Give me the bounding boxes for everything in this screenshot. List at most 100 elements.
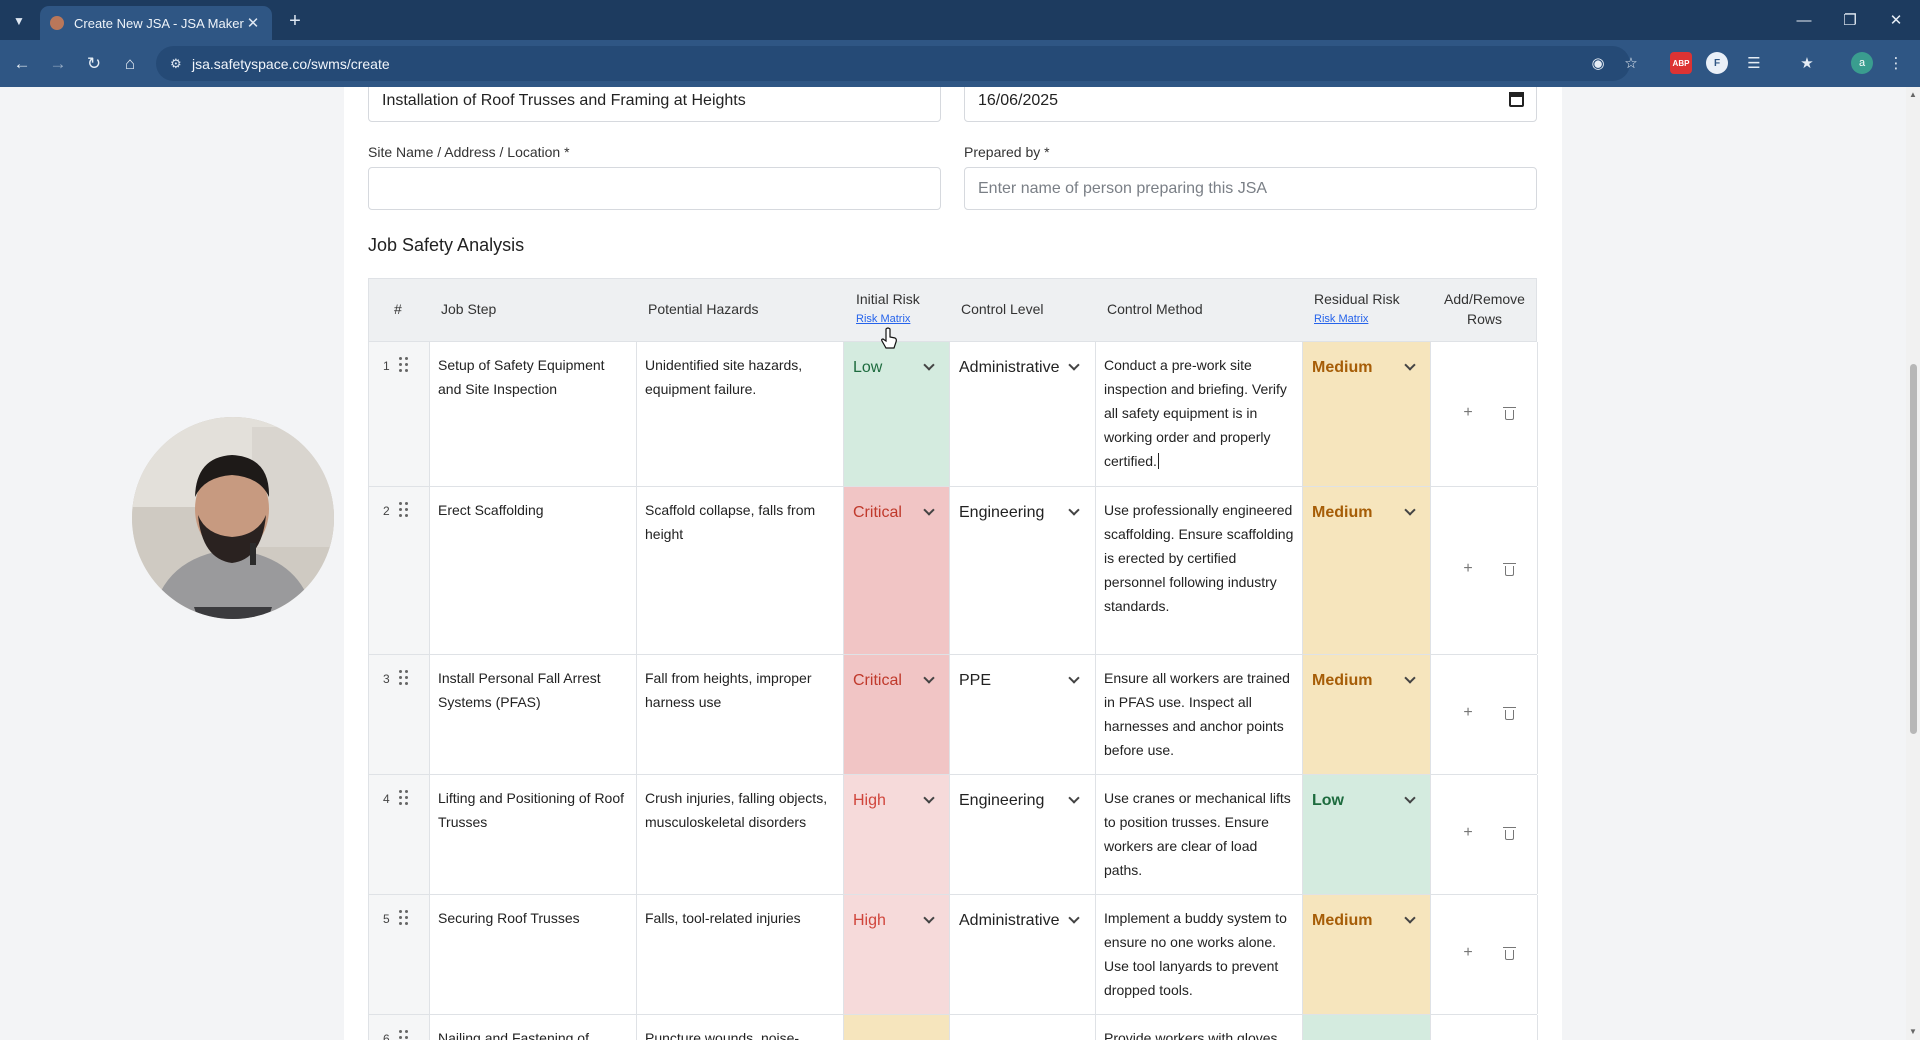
hazards-text: Crush injuries, falling objects, musculo…: [645, 790, 828, 830]
job-title-input[interactable]: Installation of Roof Trusses and Framing…: [368, 87, 941, 122]
site-info-icon[interactable]: ⚙: [170, 55, 182, 71]
job-step-cell[interactable]: Setup of Safety Equipment and Site Inspe…: [430, 342, 637, 486]
bookmarks-star-icon[interactable]: ★: [1800, 55, 1814, 72]
residual-risk-select[interactable]: [1303, 1015, 1431, 1040]
control-method-text: Use cranes or mechanical lifts to positi…: [1104, 790, 1291, 878]
drag-handle-icon[interactable]: [399, 790, 411, 806]
delete-row-trash-icon[interactable]: [1497, 821, 1521, 845]
adblock-extension-icon[interactable]: ABP: [1670, 52, 1692, 74]
table-row: 5 Securing Roof Trusses Falls, tool-rela…: [368, 895, 1538, 1015]
control-method-cell[interactable]: Conduct a pre-work site inspection and b…: [1096, 342, 1303, 486]
hazards-cell[interactable]: Puncture wounds, noise-: [637, 1015, 844, 1040]
new-tab-plus-icon[interactable]: +: [289, 9, 301, 32]
control-level-value: PPE: [959, 672, 992, 689]
initial-risk-select[interactable]: High: [844, 895, 950, 1014]
tab-search-chevron-icon[interactable]: ▼: [13, 14, 25, 28]
add-row-plus-icon[interactable]: +: [1463, 704, 1473, 721]
restore-icon[interactable]: ❐: [1843, 12, 1857, 29]
chevron-down-icon: [923, 672, 935, 684]
control-method-cell[interactable]: Implement a buddy system to ensure no on…: [1096, 895, 1303, 1014]
reload-icon[interactable]: ↻: [86, 54, 102, 73]
add-row-plus-icon[interactable]: +: [1463, 404, 1473, 421]
row-actions-cell: +: [1431, 895, 1538, 1014]
control-method-text: Ensure all workers are trained in PFAS u…: [1104, 670, 1290, 758]
address-bar[interactable]: ⚙ jsa.safetyspace.co/swms/create: [156, 46, 1630, 81]
job-step-cell[interactable]: Nailing and Fastening of: [430, 1015, 637, 1040]
delete-row-trash-icon[interactable]: [1497, 701, 1521, 725]
date-input[interactable]: 16/06/2025: [964, 87, 1537, 122]
row-actions-cell: +: [1431, 655, 1538, 774]
chevron-down-icon: [1404, 359, 1416, 371]
prepared-by-input[interactable]: Enter name of person preparing this JSA: [964, 167, 1537, 210]
delete-row-trash-icon[interactable]: [1497, 557, 1521, 581]
tracking-eye-slash-icon[interactable]: ◉: [1591, 55, 1605, 72]
drag-handle-icon[interactable]: [399, 670, 411, 686]
add-row-plus-icon[interactable]: +: [1463, 824, 1473, 841]
scroll-down-arrow-icon[interactable]: ▼: [1909, 1027, 1917, 1036]
hazards-cell[interactable]: Falls, tool-related injuries: [637, 895, 844, 1014]
home-icon[interactable]: ⌂: [124, 54, 136, 73]
add-row-plus-icon[interactable]: +: [1463, 944, 1473, 961]
chevron-down-icon: [1068, 359, 1080, 371]
control-level-select[interactable]: Administrative: [950, 895, 1096, 1014]
bookmark-star-icon[interactable]: ☆: [1624, 55, 1638, 72]
chevron-down-icon: [1068, 792, 1080, 804]
job-step-cell[interactable]: Erect Scaffolding: [430, 487, 637, 654]
page-scrollbar[interactable]: ▲ ▼: [1906, 87, 1920, 1040]
drag-handle-icon[interactable]: [399, 502, 411, 518]
job-step-cell[interactable]: Lifting and Positioning of Roof Trusses: [430, 775, 637, 894]
control-level-select[interactable]: Engineering: [950, 487, 1096, 654]
extensions-puzzle-icon[interactable]: ☰: [1747, 55, 1761, 72]
hazards-cell[interactable]: Fall from heights, improper harness use: [637, 655, 844, 774]
delete-row-trash-icon[interactable]: [1497, 401, 1521, 425]
back-arrow-icon[interactable]: ←: [13, 54, 31, 73]
control-level-select[interactable]: Administrative: [950, 342, 1096, 486]
residual-risk-select[interactable]: Medium: [1303, 487, 1431, 654]
residual-risk-select[interactable]: Medium: [1303, 895, 1431, 1014]
control-level-select[interactable]: PPE: [950, 655, 1096, 774]
forward-arrow-icon[interactable]: →: [49, 54, 67, 73]
hazards-cell[interactable]: Crush injuries, falling objects, musculo…: [637, 775, 844, 894]
residual-risk-select[interactable]: Medium: [1303, 655, 1431, 774]
minimize-icon[interactable]: —: [1796, 11, 1812, 29]
tab-close-icon[interactable]: ✕: [246, 15, 260, 32]
residual-risk-select[interactable]: Low: [1303, 775, 1431, 894]
add-row-plus-icon[interactable]: +: [1463, 560, 1473, 577]
initial-risk-select[interactable]: [844, 1015, 950, 1040]
section-title: Job Safety Analysis: [368, 235, 525, 255]
control-method-cell[interactable]: Ensure all workers are trained in PFAS u…: [1096, 655, 1303, 774]
initial-risk-select[interactable]: Critical: [844, 655, 950, 774]
extension-icon[interactable]: F: [1706, 52, 1728, 74]
residual-risk-select[interactable]: Medium: [1303, 342, 1431, 486]
residual-risk-matrix-link[interactable]: Risk Matrix: [1314, 313, 1369, 325]
hazards-cell[interactable]: Scaffold collapse, falls from height: [637, 487, 844, 654]
job-step-cell[interactable]: Install Personal Fall Arrest Systems (PF…: [430, 655, 637, 774]
browser-tab-active[interactable]: Create New JSA - JSA Maker ✕: [40, 6, 272, 40]
control-method-cell[interactable]: Use cranes or mechanical lifts to positi…: [1096, 775, 1303, 894]
control-level-select[interactable]: [950, 1015, 1096, 1040]
chevron-down-icon: [1404, 912, 1416, 924]
initial-risk-select[interactable]: Low: [844, 342, 950, 486]
hazards-cell[interactable]: Unidentified site hazards, equipment fai…: [637, 342, 844, 486]
browser-menu-kebab-icon[interactable]: ⋮: [1888, 55, 1904, 72]
drag-handle-icon[interactable]: [399, 357, 411, 373]
residual-risk-value: Medium: [1312, 359, 1373, 376]
header-control-level: Control Level: [961, 301, 1044, 317]
control-method-cell[interactable]: Use professionally engineered scaffoldin…: [1096, 487, 1303, 654]
job-step-cell[interactable]: Securing Roof Trusses: [430, 895, 637, 1014]
initial-risk-select[interactable]: Critical: [844, 487, 950, 654]
control-level-select[interactable]: Engineering: [950, 775, 1096, 894]
delete-row-trash-icon[interactable]: [1497, 941, 1521, 965]
scrollbar-thumb[interactable]: [1910, 364, 1917, 734]
profile-avatar[interactable]: a: [1851, 52, 1873, 74]
drag-handle-icon[interactable]: [399, 910, 411, 926]
control-method-cell[interactable]: Provide workers with gloves: [1096, 1015, 1303, 1040]
browser-toolbar: ← → ↻ ⌂ ⚙ jsa.safetyspace.co/swms/create…: [0, 40, 1920, 87]
scroll-up-arrow-icon[interactable]: ▲: [1909, 90, 1917, 99]
close-window-icon[interactable]: ✕: [1889, 12, 1903, 29]
drag-handle-icon[interactable]: [399, 1030, 411, 1040]
site-input[interactable]: [368, 167, 941, 210]
initial-risk-matrix-link[interactable]: Risk Matrix: [856, 313, 911, 325]
calendar-icon[interactable]: [1509, 92, 1524, 107]
initial-risk-select[interactable]: High: [844, 775, 950, 894]
